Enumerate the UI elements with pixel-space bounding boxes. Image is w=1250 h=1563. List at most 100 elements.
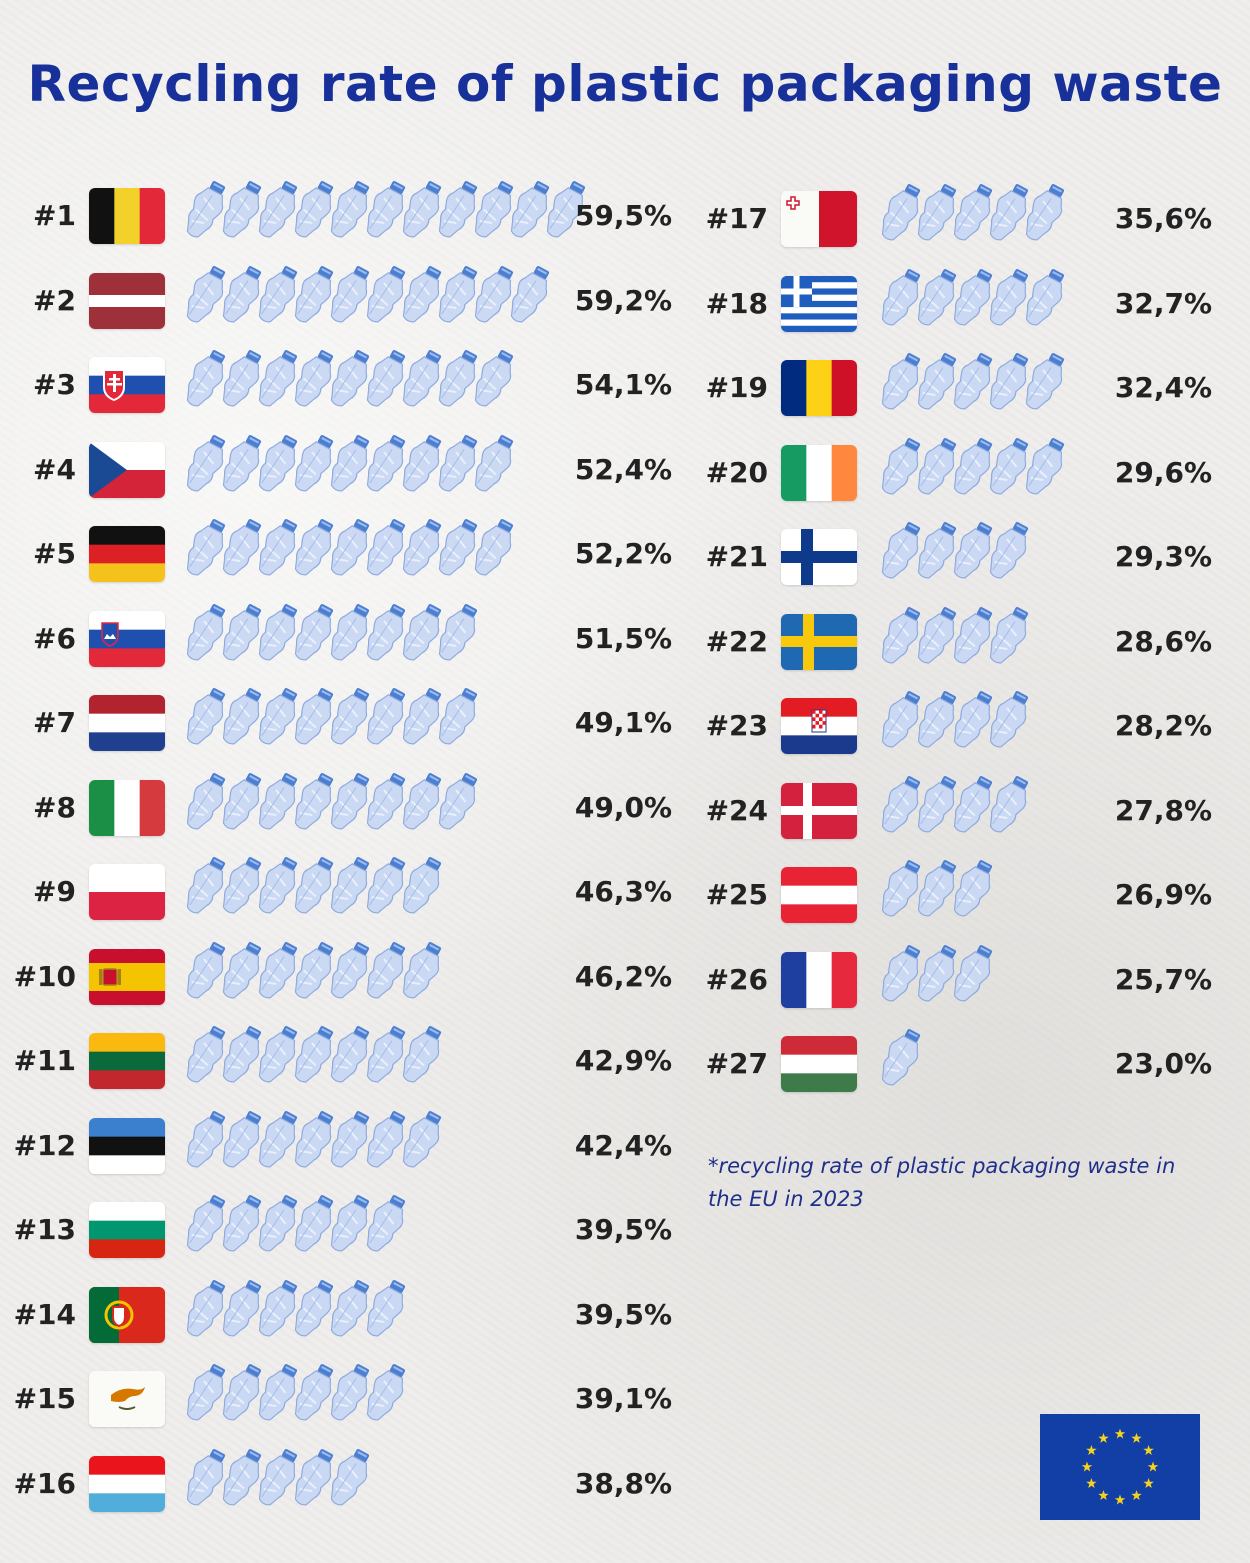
bottle-bar bbox=[178, 599, 490, 669]
ranking-row: #5 bbox=[0, 519, 1250, 608]
crushed-plastic-bottle-icon bbox=[873, 602, 927, 672]
flag-de-icon bbox=[89, 526, 165, 582]
ranking-row: #21 29,3% bbox=[0, 522, 1250, 611]
bottle-bar bbox=[178, 1275, 418, 1345]
crushed-plastic-bottle-icon bbox=[981, 686, 1035, 756]
crushed-plastic-bottle-icon bbox=[322, 1275, 376, 1345]
ranking-row: #12 bbox=[0, 1110, 1250, 1200]
crushed-plastic-bottle-icon bbox=[214, 683, 268, 753]
value-label: 49,0% bbox=[574, 790, 672, 824]
crushed-plastic-bottle-icon bbox=[358, 768, 412, 838]
crushed-plastic-bottle-icon bbox=[178, 1021, 232, 1091]
rank-label: #20 bbox=[705, 455, 768, 489]
eu-star-icon bbox=[1131, 1432, 1142, 1443]
crushed-plastic-bottle-icon bbox=[430, 261, 484, 331]
ranking-row: #2 bbox=[0, 265, 1250, 355]
bottle-bar bbox=[873, 517, 1041, 587]
flag-gr-icon bbox=[781, 275, 857, 332]
flag-at-icon bbox=[781, 867, 857, 923]
bottle-bar bbox=[178, 176, 598, 246]
eu-star-icon bbox=[1114, 1428, 1126, 1439]
bottle-bar bbox=[178, 1021, 454, 1091]
rank-label: #18 bbox=[705, 286, 768, 320]
crushed-plastic-bottle-icon bbox=[873, 517, 927, 587]
crushed-plastic-bottle-icon bbox=[214, 430, 268, 500]
crushed-plastic-bottle-icon bbox=[430, 345, 484, 415]
crushed-plastic-bottle-icon bbox=[394, 345, 448, 415]
crushed-plastic-bottle-icon bbox=[250, 852, 304, 922]
crushed-plastic-bottle-icon bbox=[214, 514, 268, 584]
ranking-row: #26 25,7% bbox=[0, 944, 1250, 1034]
ranking-row: #15 bbox=[0, 1364, 1250, 1453]
value-label: 59,2% bbox=[574, 283, 672, 317]
bottle-bar bbox=[178, 345, 526, 415]
value-label: 35,6% bbox=[1114, 202, 1212, 235]
crushed-plastic-bottle-icon bbox=[322, 683, 376, 753]
crushed-plastic-bottle-icon bbox=[214, 1359, 268, 1429]
crushed-plastic-bottle-icon bbox=[250, 683, 304, 753]
rank-label: #14 bbox=[13, 1297, 76, 1331]
crushed-plastic-bottle-icon bbox=[358, 852, 412, 922]
eu-star-icon bbox=[1098, 1490, 1109, 1501]
rank-label: #7 bbox=[33, 706, 76, 739]
crushed-plastic-bottle-icon bbox=[394, 176, 448, 246]
rank-label: #3 bbox=[33, 368, 76, 401]
flag-lt-icon bbox=[89, 1033, 165, 1089]
crushed-plastic-bottle-icon bbox=[909, 517, 963, 587]
value-label: 39,1% bbox=[574, 1382, 672, 1415]
ranking-row: #19 bbox=[0, 353, 1250, 442]
flag-cy-icon bbox=[89, 1371, 165, 1427]
value-label: 29,6% bbox=[1114, 455, 1212, 489]
ranking-row: #6 bbox=[0, 603, 1250, 693]
crushed-plastic-bottle-icon bbox=[394, 937, 448, 1007]
crushed-plastic-bottle-icon bbox=[945, 686, 999, 756]
crushed-plastic-bottle-icon bbox=[322, 937, 376, 1007]
rank-label: #6 bbox=[33, 621, 76, 655]
eu-flag-icon bbox=[1040, 1414, 1200, 1520]
crushed-plastic-bottle-icon bbox=[286, 345, 340, 415]
crushed-plastic-bottle-icon bbox=[214, 1106, 268, 1176]
crushed-plastic-bottle-icon bbox=[286, 599, 340, 669]
crushed-plastic-bottle-icon bbox=[909, 348, 963, 418]
crushed-plastic-bottle-icon bbox=[250, 430, 304, 500]
crushed-plastic-bottle-icon bbox=[178, 768, 232, 838]
crushed-plastic-bottle-icon bbox=[178, 1359, 232, 1429]
crushed-plastic-bottle-icon bbox=[909, 855, 963, 925]
crushed-plastic-bottle-icon bbox=[430, 176, 484, 246]
crushed-plastic-bottle-icon bbox=[909, 602, 963, 672]
rank-label: #17 bbox=[705, 202, 768, 235]
crushed-plastic-bottle-icon bbox=[178, 514, 232, 584]
flag-pt-icon bbox=[89, 1286, 165, 1343]
rank-label: #15 bbox=[13, 1382, 76, 1415]
value-label: 32,4% bbox=[1114, 371, 1212, 404]
crushed-plastic-bottle-icon bbox=[250, 1275, 304, 1345]
flag-bg-icon bbox=[89, 1202, 165, 1258]
crushed-plastic-bottle-icon bbox=[394, 852, 448, 922]
ranking-row: #8 bbox=[0, 772, 1250, 862]
crushed-plastic-bottle-icon bbox=[178, 852, 232, 922]
crushed-plastic-bottle-icon bbox=[178, 599, 232, 669]
rank-label: #21 bbox=[705, 540, 768, 573]
crushed-plastic-bottle-icon bbox=[358, 1106, 412, 1176]
crushed-plastic-bottle-icon bbox=[430, 599, 484, 669]
crushed-plastic-bottle-icon bbox=[322, 1190, 376, 1260]
ranking-row: #16 bbox=[0, 1448, 1250, 1538]
eu-star-icon bbox=[1081, 1461, 1093, 1472]
bottle-bar bbox=[873, 855, 1005, 925]
crushed-plastic-bottle-icon bbox=[945, 348, 999, 418]
value-label: 52,2% bbox=[574, 537, 672, 570]
crushed-plastic-bottle-icon bbox=[322, 1444, 376, 1514]
crushed-plastic-bottle-icon bbox=[394, 1106, 448, 1176]
eu-star-icon bbox=[1131, 1490, 1142, 1501]
flag-sk-icon bbox=[89, 357, 165, 413]
crushed-plastic-bottle-icon bbox=[981, 179, 1035, 249]
crushed-plastic-bottle-icon bbox=[322, 599, 376, 669]
bottle-bar bbox=[873, 348, 1077, 418]
crushed-plastic-bottle-icon bbox=[250, 1359, 304, 1429]
crushed-plastic-bottle-icon bbox=[945, 517, 999, 587]
crushed-plastic-bottle-icon bbox=[286, 430, 340, 500]
crushed-plastic-bottle-icon bbox=[250, 1190, 304, 1260]
crushed-plastic-bottle-icon bbox=[322, 261, 376, 331]
crushed-plastic-bottle-icon bbox=[358, 176, 412, 246]
ranking-row: #4 bbox=[0, 434, 1250, 524]
